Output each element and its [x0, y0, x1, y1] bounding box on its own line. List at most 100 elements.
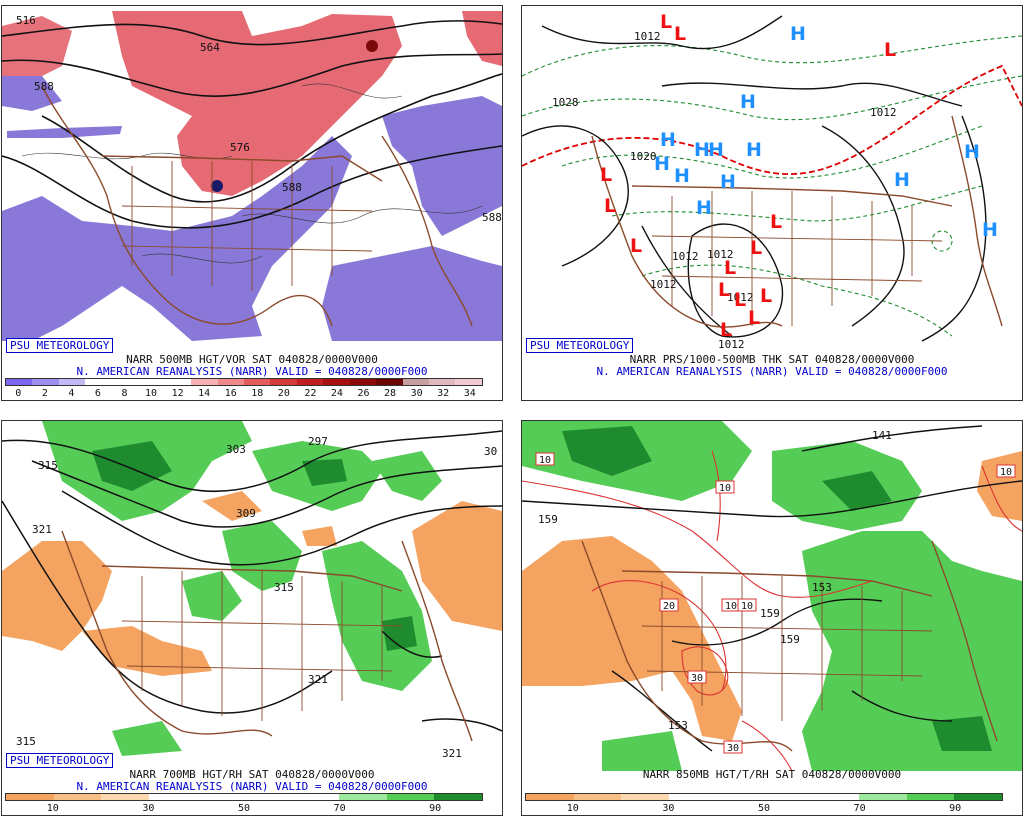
rh-moist-region	[222, 521, 302, 591]
rh-dry-region	[2, 541, 112, 651]
colorbar-swatch	[339, 794, 387, 800]
high-marker: H	[746, 139, 762, 161]
valid-time: N. AMERICAN REANALYSIS (NARR) VALID = 04…	[76, 780, 428, 793]
colorbar-swatch	[58, 379, 86, 385]
product-title: NARR 500MB HGT/VOR SAT 040828/0000V000	[126, 353, 378, 366]
vorticity-contour	[241, 205, 483, 224]
colorbar-tick-label: 50	[237, 803, 251, 814]
low-marker: L	[660, 11, 672, 33]
height-contour	[31, 460, 502, 528]
colorbar-swatch	[53, 794, 102, 800]
colorbar-tick-label: 16	[224, 388, 237, 399]
high-marker: H	[720, 171, 736, 193]
height-contour	[2, 500, 333, 714]
colorbar-swatch	[621, 794, 669, 800]
low-marker: L	[724, 257, 736, 279]
temp-label-box	[687, 670, 707, 684]
temp-label: 10	[539, 455, 551, 466]
colorbar-swatch	[954, 794, 1002, 800]
isobar-label: 1012	[870, 106, 897, 119]
valid-time: N. AMERICAN REANALYSIS (NARR) VALID = 04…	[596, 365, 948, 378]
low-marker: L	[604, 195, 616, 217]
colorbar-tick-label: 70	[853, 803, 866, 814]
colorbar-swatch	[386, 794, 435, 800]
colorbar-tick-label: 28	[384, 388, 397, 399]
high-marker: H	[674, 165, 690, 187]
colorbar-tick-label: 22	[304, 388, 317, 399]
colorbar-swatch	[811, 794, 860, 800]
colorbar-swatch	[85, 379, 112, 385]
rh-colorbar	[5, 793, 483, 801]
height-label: 315	[16, 735, 36, 748]
colorbar-swatch	[6, 379, 33, 385]
colorbar-swatch	[349, 379, 377, 385]
high-marker: H	[708, 139, 724, 161]
height-label: 588	[482, 211, 502, 224]
coastline	[581, 540, 793, 752]
colorbar-tick-label: 30	[142, 803, 155, 814]
vorticity-max-center	[211, 180, 223, 192]
vorticity-colorbar	[5, 378, 483, 386]
thickness-contour	[522, 35, 1022, 77]
colorbar-swatch	[376, 379, 403, 385]
thickness-contour	[522, 75, 1022, 121]
psu-meteorology-badge: PSU METEOROLOGY	[6, 753, 114, 768]
colorbar-tick-label: 10	[566, 803, 579, 814]
rh-colorbar	[525, 793, 1003, 801]
border-canada-us	[631, 185, 953, 207]
temp-label: 10	[719, 483, 731, 494]
height-label: 153	[668, 719, 688, 732]
colorbar-swatch	[716, 794, 764, 800]
psu-meteorology-badge: PSU METEOROLOGY	[526, 338, 634, 353]
border-canada-us	[101, 155, 383, 182]
vorticity-purple-region	[382, 96, 502, 236]
rh-colorbar-ticks: 10 30 50 70 90	[525, 803, 1003, 815]
state-lines	[121, 161, 373, 291]
isobar	[921, 115, 987, 342]
height-labels: 516 564 576 588 588 588	[16, 14, 502, 224]
map-850mb-temp-rh: 159 141 159 153 159 153 10 10 10 10 20 1…	[522, 421, 1022, 771]
height-contour	[2, 430, 502, 493]
rh-very-moist-region	[302, 459, 347, 486]
colorbar-tick-label: 4	[68, 388, 75, 399]
rh-shading	[2, 421, 502, 756]
height-contour	[2, 20, 502, 46]
rh-dry-region	[522, 536, 742, 741]
colorbar-tick-label: 20	[277, 388, 290, 399]
low-marker: L	[760, 285, 772, 307]
colorbar-swatch	[402, 379, 429, 385]
high-marker: H	[740, 91, 756, 113]
height-contour	[2, 53, 502, 97]
vorticity-purple-region	[7, 126, 122, 138]
vorticity-colorbar-ticks: 0 2 4 6 8 10 12 14 16 18 20 22 24 26 28 30 32 34	[5, 388, 483, 400]
colorbar-swatch	[243, 379, 271, 385]
isobar-label: 1012	[707, 248, 734, 261]
rh-very-moist-region	[932, 716, 992, 751]
height-label: 321	[32, 523, 52, 536]
colorbar-tick-label: 70	[333, 803, 346, 814]
map-700mb-rh: 315 303 297 30 321 309 315 321 315 321	[2, 421, 502, 760]
isobar-label: 1012	[650, 278, 677, 291]
vorticity-purple-region	[2, 76, 62, 111]
colorbar-tick-label: 90	[949, 803, 962, 814]
temp-label: 30	[727, 743, 739, 754]
isobar-label: 1012	[718, 338, 745, 351]
colorbar-swatch	[455, 379, 482, 385]
coastline	[381, 135, 473, 327]
height-contour	[2, 145, 502, 229]
state-lines	[651, 191, 943, 326]
colorbar-swatch	[148, 794, 197, 800]
colorbar-swatch	[434, 794, 482, 800]
vorticity-purple-region	[322, 246, 502, 341]
height-label: 588	[34, 80, 54, 93]
rh-moist-region	[182, 571, 242, 621]
high-marker: H	[654, 153, 670, 175]
isotherm	[981, 465, 1022, 532]
isobar	[641, 225, 733, 337]
isobar	[661, 82, 963, 107]
isobar-label: 1012	[634, 30, 661, 43]
colorbar-swatch	[243, 794, 292, 800]
colorbar-tick-label: 6	[94, 388, 101, 399]
low-marker: L	[734, 289, 746, 311]
isobar-label: 1020	[630, 150, 657, 163]
